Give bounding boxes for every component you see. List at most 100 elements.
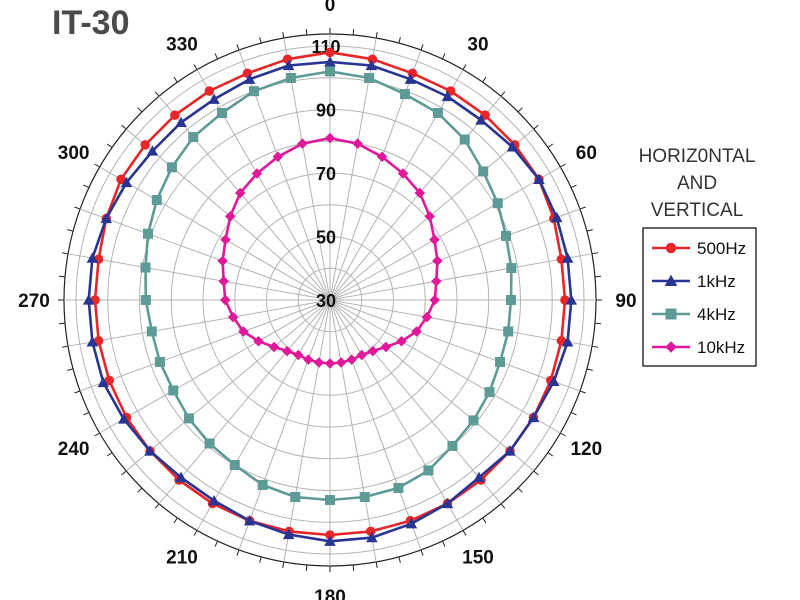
data-point-10kHz (234, 187, 246, 199)
data-point-10kHz (429, 294, 441, 306)
data-point-4kHz (399, 89, 410, 100)
data-point-1kHz (144, 445, 156, 456)
rim-tick (462, 530, 467, 536)
data-point-10kHz (253, 336, 264, 347)
rim-tick (586, 229, 593, 232)
data-point-4kHz (393, 482, 404, 493)
rim-tick (67, 229, 74, 232)
data-point-4kHz (506, 263, 517, 274)
data-point-1kHz (506, 141, 519, 152)
rim-tick (121, 124, 127, 130)
data-point-1kHz (324, 56, 336, 67)
legend: HORIZ0NTAL AND VERTICAL 500Hz 1kHz 4kHz 10k… (639, 146, 757, 367)
data-point-10kHz (397, 168, 409, 179)
data-point-10kHz (303, 354, 314, 365)
series-1kHz (82, 56, 578, 546)
data-point-4kHz (188, 132, 199, 143)
data-point-1kHz (146, 145, 159, 156)
data-point-10kHz (424, 211, 435, 222)
rim-tick (106, 452, 113, 457)
rim-tick (375, 561, 378, 568)
data-point-4kHz (364, 72, 375, 83)
grid-spoke (329, 253, 593, 301)
angle-label: 300 (58, 143, 90, 164)
data-point-4kHz (229, 459, 240, 470)
data-point-10kHz (421, 311, 433, 323)
rim-tick (579, 390, 586, 394)
data-point-4kHz (478, 166, 489, 177)
data-point-4kHz (484, 387, 495, 398)
angle-labels: 0 30 60 90 120 150 180 210 240 270 300 330 (18, 0, 636, 600)
data-point-1kHz (504, 445, 516, 456)
legend-marker-1kHz (664, 274, 678, 287)
data-point-500Hz (282, 54, 293, 64)
data-point-10kHz (217, 255, 228, 267)
data-point-500Hz (116, 174, 126, 185)
radial-label: 70 (316, 164, 336, 184)
data-point-10kHz (431, 276, 442, 287)
data-point-1kHz (175, 471, 187, 483)
data-point-1kHz (533, 173, 545, 184)
data-point-500Hz (204, 86, 215, 96)
grid-spoke (283, 299, 331, 563)
rim-tick (83, 184, 90, 189)
data-point-500Hz (170, 110, 180, 120)
rim-tick (137, 487, 143, 493)
data-point-1kHz (208, 494, 220, 506)
legend-marker-4kHz (665, 308, 677, 320)
data-point-10kHz (218, 276, 229, 287)
rim-tick (594, 275, 602, 278)
grid-spoke (329, 208, 581, 301)
data-point-1kHz (565, 294, 578, 305)
legend-item-10kHz: 10kHz (652, 338, 745, 357)
rim-tick (547, 452, 554, 457)
legend-title-line-1: HORIZ0NTAL (639, 146, 756, 167)
grid-spoke (196, 299, 331, 531)
grid-spoke (67, 253, 331, 301)
data-point-4kHz (505, 295, 516, 305)
rim-tick (94, 432, 100, 437)
data-point-500Hz (104, 375, 114, 386)
data-point-500Hz (367, 54, 378, 64)
grid-spoke (329, 299, 377, 563)
grid-spoke (329, 299, 581, 392)
angle-label: 120 (570, 439, 602, 460)
grid-spoke (125, 299, 331, 472)
data-point-10kHz (272, 151, 284, 163)
rim-tick (482, 517, 487, 524)
data-point-4kHz (248, 86, 259, 97)
rim-tick (579, 206, 586, 210)
rim-tick (547, 143, 554, 148)
legend-title-line-3: VERTICAL (651, 200, 744, 221)
data-point-10kHz (297, 138, 308, 149)
data-point-10kHz (324, 358, 336, 369)
rim-tick (62, 252, 69, 255)
grid-spoke (329, 95, 502, 301)
data-point-10kHz (346, 354, 357, 365)
rim-tick (375, 32, 378, 39)
grid-spoke (158, 299, 331, 505)
data-point-1kHz (441, 497, 454, 509)
grid-spoke (67, 299, 331, 347)
rim-tick (193, 64, 198, 70)
data-point-4kHz (447, 440, 458, 451)
data-point-1kHz (365, 59, 378, 71)
rim-tick (236, 44, 240, 51)
rim-tick (591, 345, 598, 348)
data-point-1kHz (97, 376, 110, 388)
data-point-10kHz (238, 326, 249, 337)
legend-label-1kHz: 1kHz (697, 272, 736, 291)
rim-tick (214, 53, 219, 60)
grid-spoke (329, 299, 561, 434)
data-point-1kHz (282, 528, 295, 540)
rim-tick (560, 163, 566, 168)
chart-title: IT-30 (52, 4, 129, 42)
rim-tick (58, 322, 66, 325)
rim-tick (173, 517, 178, 524)
angle-label: 180 (314, 587, 346, 600)
series-10kHz (217, 132, 443, 369)
rim-tick (214, 540, 219, 547)
rim-tick (441, 53, 446, 60)
grid-spoke (329, 299, 464, 531)
